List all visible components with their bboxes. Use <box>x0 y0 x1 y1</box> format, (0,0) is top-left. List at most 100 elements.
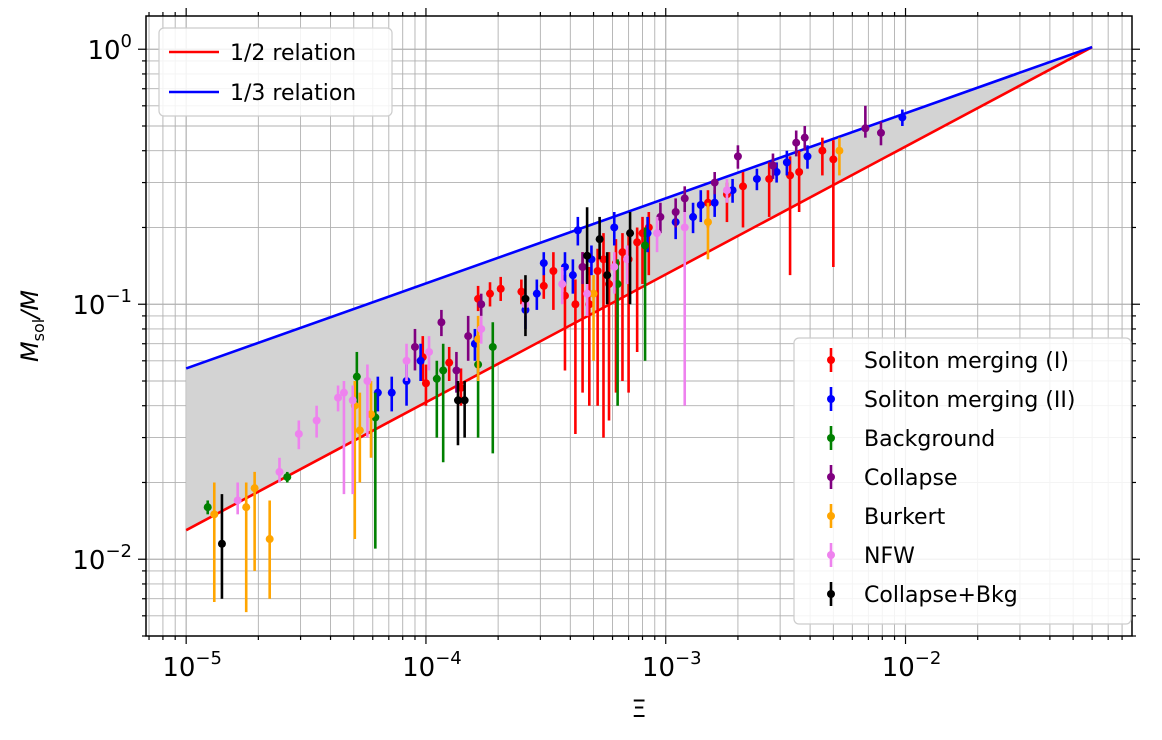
data-point <box>496 284 505 293</box>
data-point <box>653 229 662 238</box>
data-point <box>275 467 284 476</box>
data-point <box>532 289 541 298</box>
data-point <box>618 248 627 257</box>
data-point <box>792 138 801 147</box>
y-axis-label-tail: /M <box>16 290 44 321</box>
data-point <box>464 332 473 341</box>
data-point <box>768 161 777 170</box>
data-point <box>477 324 486 333</box>
legend-line-label: 1/3 relation <box>230 81 356 106</box>
legend-points: Soliton merging (I) Soliton merging (II) B… <box>793 337 1132 625</box>
relation-line <box>185 45 1093 370</box>
data-point <box>680 194 689 203</box>
data-point <box>250 484 259 493</box>
data-point <box>334 393 343 402</box>
data-point <box>782 158 791 167</box>
legend-series-label: Soliton merging (II) <box>864 388 1075 413</box>
data-point <box>339 388 348 397</box>
data-point <box>680 223 689 232</box>
data-point <box>421 379 430 388</box>
data-point <box>739 182 748 191</box>
y-axis-label-main: M <box>16 341 44 362</box>
data-point <box>571 300 580 309</box>
data-point <box>800 133 809 142</box>
data-point <box>312 416 321 425</box>
x-tick-label: 10−4 <box>402 648 462 683</box>
data-point <box>265 535 274 544</box>
data-point <box>728 186 737 195</box>
y-axis-label: Msol/M <box>16 290 48 362</box>
data-point <box>367 410 376 419</box>
data-point <box>486 289 495 298</box>
data-point <box>439 366 448 375</box>
data-point <box>539 281 548 290</box>
data-point <box>460 396 469 405</box>
data-point <box>402 356 411 365</box>
data-point <box>610 223 619 232</box>
data-point <box>488 342 497 351</box>
data-point <box>233 496 242 505</box>
y-tick-label: 10−2 <box>72 541 132 576</box>
data-point <box>589 289 598 298</box>
legend-series-label: Soliton merging (I) <box>864 349 1069 374</box>
data-point <box>829 155 838 164</box>
data-point <box>641 241 650 250</box>
data-point <box>583 251 592 260</box>
data-point <box>610 262 619 271</box>
legend-points-box <box>793 337 1132 625</box>
data-point <box>656 212 665 221</box>
axis-ticks <box>138 8 1140 644</box>
data-point <box>558 280 567 289</box>
data-point <box>818 146 827 155</box>
data-point <box>613 280 622 289</box>
data-point <box>898 113 907 122</box>
data-point <box>765 174 774 183</box>
legend-series-marker <box>827 473 835 481</box>
legend-series-marker <box>827 395 835 403</box>
legend-lines-box <box>158 27 393 117</box>
data-point <box>445 358 454 367</box>
y-tick-label: 10−1 <box>72 286 132 321</box>
y-axis-label-subscript: sol <box>29 319 48 342</box>
data-point <box>348 396 357 405</box>
data-point <box>210 510 219 519</box>
legend-series-label: Collapse+Bkg <box>864 583 1018 608</box>
x-tick-label: 10−3 <box>642 648 702 683</box>
data-point <box>595 235 604 244</box>
data-point <box>425 347 434 356</box>
data-point <box>876 128 885 137</box>
data-point <box>549 267 558 276</box>
legend-series-marker <box>827 551 835 559</box>
data-point <box>733 152 742 161</box>
data-point <box>477 300 486 309</box>
data-point <box>722 186 731 195</box>
data-point <box>432 374 441 383</box>
data-point <box>835 146 844 155</box>
data-point <box>203 503 212 512</box>
data-point <box>352 372 361 381</box>
data-point <box>517 287 526 296</box>
data-point <box>626 229 635 238</box>
data-point <box>633 238 642 247</box>
data-point <box>283 473 292 482</box>
data-point <box>387 388 396 397</box>
relation-lines <box>185 45 1093 532</box>
data-point <box>599 255 608 264</box>
data-point <box>578 262 587 271</box>
data-point <box>568 271 577 280</box>
data-point <box>217 539 226 548</box>
axis-tick-labels: 10−5 10−4 10−3 10−2 10−2 10−1 100 <box>72 31 941 683</box>
legend-line-label: 1/2 relation <box>230 41 356 66</box>
legend-series-marker <box>827 512 835 520</box>
plot-frame <box>145 15 1133 637</box>
data-point <box>795 168 804 177</box>
data-point <box>710 178 719 187</box>
data-point <box>603 271 612 280</box>
x-axis-label: Ξ <box>631 695 646 723</box>
data-point <box>437 318 446 327</box>
legend-series-marker <box>827 356 835 364</box>
data-point <box>689 212 698 221</box>
data-point <box>410 342 419 351</box>
data-points <box>203 105 907 613</box>
legend-series-label: Collapse <box>864 466 958 491</box>
